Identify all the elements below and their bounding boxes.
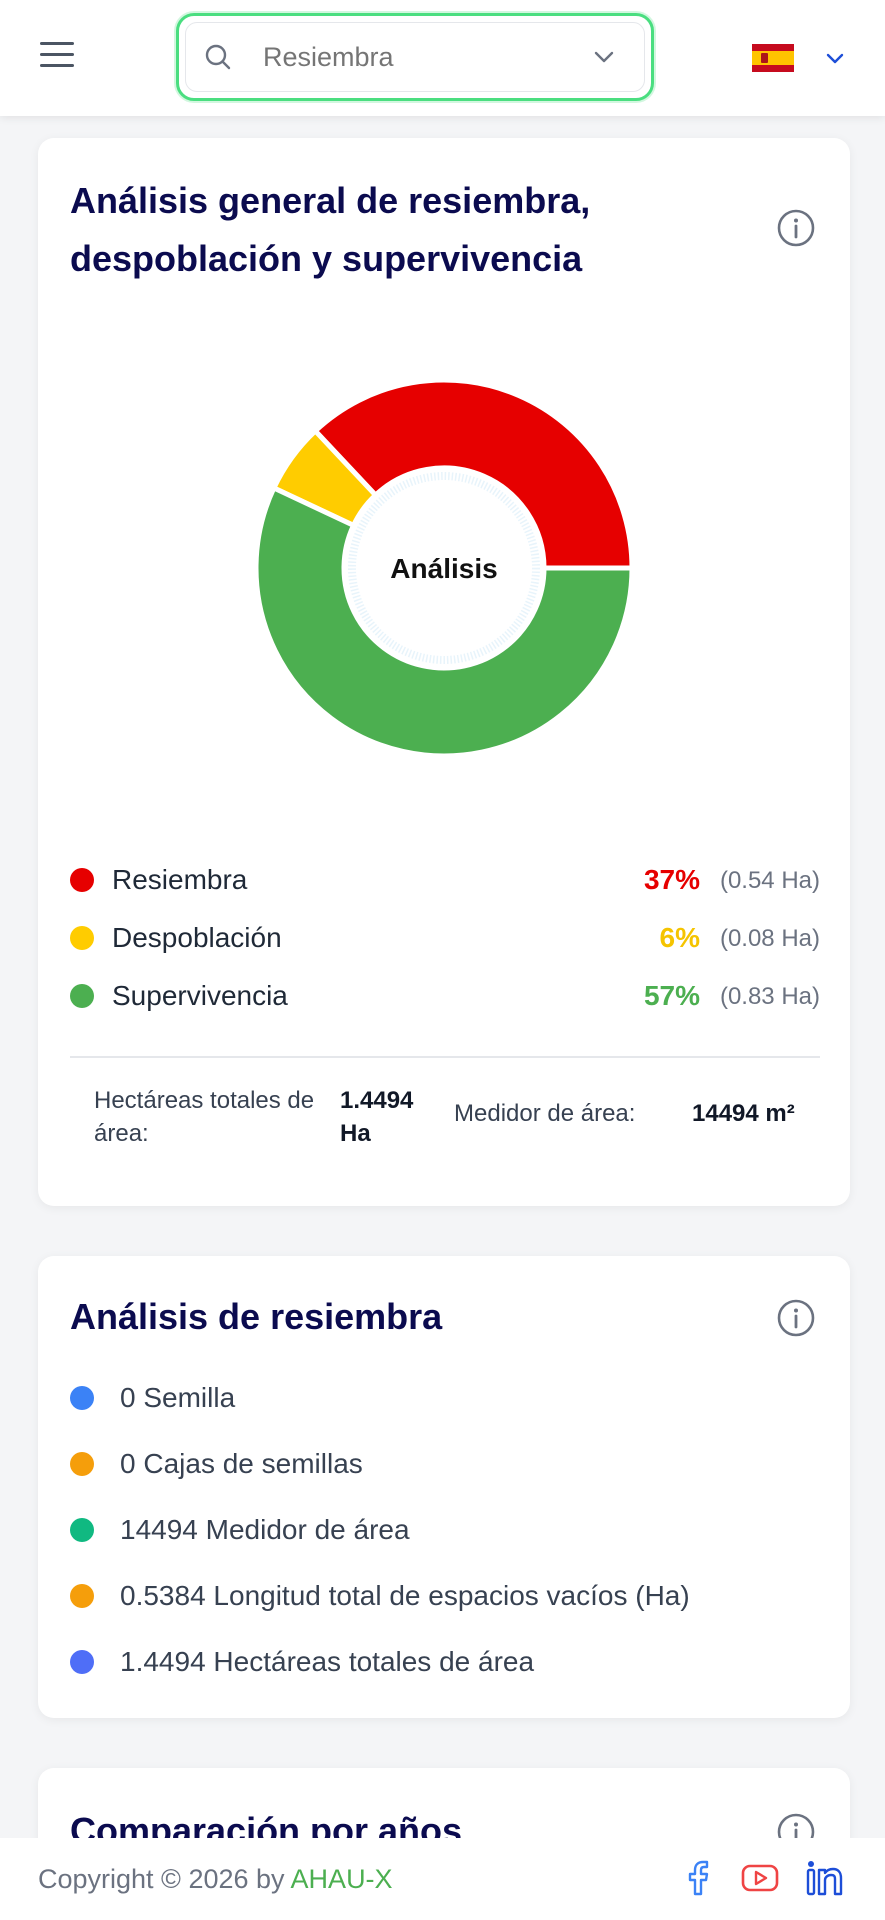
legend-label: Supervivencia (112, 980, 288, 1011)
area-meter-value: 14494 m² (692, 1100, 795, 1127)
stat-row-medidor: 14494 Medidor de área (70, 1510, 810, 1550)
legend-dot (70, 984, 94, 1008)
copyright-text: Copyright © 2026 by AHAU-X (38, 1864, 393, 1895)
legend-percent: 6% (659, 922, 700, 953)
legend-percent: 57% (643, 980, 700, 1011)
legend-hectares: (0.08 Ha) (719, 925, 820, 952)
stat-dot (70, 1386, 94, 1410)
stat-row-longitud: 0.5384 Longitud total de espacios vacíos… (70, 1576, 810, 1616)
stat-text: 1.4494 Hectáreas totales de área (120, 1646, 535, 1677)
info-icon[interactable] (776, 1298, 816, 1338)
area-meter-label: Medidor de área: (454, 1100, 636, 1127)
copyright-prefix: Copyright © 2026 by (38, 1864, 291, 1894)
stat-text: 0.5384 Longitud total de espacios vacíos… (120, 1580, 690, 1611)
stat-dot (70, 1452, 94, 1476)
youtube-icon[interactable] (740, 1858, 780, 1898)
stat-row-cajas: 0 Cajas de semillas (70, 1444, 810, 1484)
donut-center-label: Análisis (390, 553, 497, 584)
linkedin-icon[interactable] (804, 1858, 844, 1898)
general-analysis-card: Análisis general de resiembra, despoblac… (38, 138, 850, 1206)
legend-label: Despoblación (112, 922, 282, 953)
total-hectares-label: Hectáreas totales de área: (94, 1087, 315, 1147)
stat-text: 14494 Medidor de área (120, 1514, 410, 1545)
general-analysis-title: Análisis general de resiembra, despoblac… (70, 180, 591, 279)
legend-row-resiembra: Resiembra 37% (0.54 Ha) (70, 860, 820, 900)
search-icon (205, 44, 231, 70)
stat-dot (70, 1584, 94, 1608)
legend-row-supervivencia: Supervivencia 57% (0.83 Ha) (70, 976, 820, 1016)
search-dropdown[interactable] (176, 13, 654, 101)
donut-chart: Análisis (254, 378, 634, 758)
legend-hectares: (0.54 Ha) (719, 867, 820, 894)
resiembra-analysis-title: Análisis de resiembra (70, 1296, 443, 1337)
footer: Copyright © 2026 by AHAU-X (0, 1838, 885, 1920)
facebook-icon[interactable] (678, 1858, 718, 1898)
legend-row-despoblacion: Despoblación 6% (0.08 Ha) (70, 918, 820, 958)
search-input[interactable] (263, 38, 563, 76)
stat-dot (70, 1650, 94, 1674)
legend-hectares: (0.83 Ha) (719, 983, 820, 1010)
donut-hole (344, 468, 544, 668)
brand-link[interactable]: AHAU-X (290, 1864, 393, 1894)
stat-dot (70, 1518, 94, 1542)
info-icon[interactable] (776, 208, 816, 248)
stat-text: 0 Semilla (120, 1382, 236, 1413)
language-chevron-down-icon[interactable] (825, 48, 845, 68)
donut-slices (254, 378, 634, 758)
stat-text: 0 Cajas de semillas (120, 1448, 363, 1479)
legend-percent: 37% (643, 864, 700, 895)
legend-label: Resiembra (112, 864, 248, 895)
menu-icon[interactable] (40, 42, 74, 72)
resiembra-analysis-card: Análisis de resiembra 0 Semilla 0 Cajas … (38, 1256, 850, 1718)
top-header (0, 0, 885, 116)
stat-row-hectareas: 1.4494 Hectáreas totales de área (70, 1642, 810, 1682)
legend-dot (70, 868, 94, 892)
divider (70, 1056, 820, 1058)
chevron-down-icon[interactable] (593, 46, 615, 68)
total-hectares-value: 1.4494 Ha (340, 1087, 414, 1147)
donut-inner-ring (348, 472, 540, 664)
legend-dot (70, 926, 94, 950)
spain-flag-icon[interactable] (752, 44, 794, 72)
stat-row-semilla: 0 Semilla (70, 1378, 810, 1418)
search-inner (185, 22, 645, 92)
